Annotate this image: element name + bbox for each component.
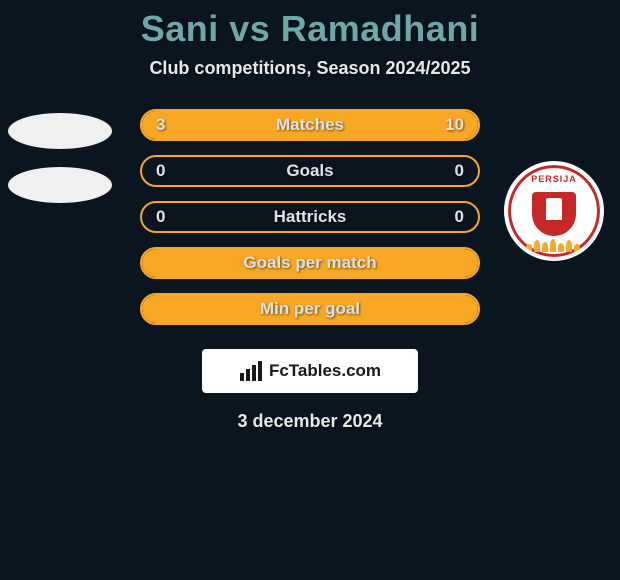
club-placeholder [8, 167, 112, 203]
club-badge: PERSIJA [504, 161, 604, 261]
club-badge-monument-icon [546, 198, 562, 220]
club-badge-shield [532, 192, 576, 236]
stat-row: 00Hattricks [140, 201, 480, 233]
stat-rows: 310Matches 00Goals 00Hattricks Goals per ma… [140, 109, 480, 325]
avatar-placeholder [8, 113, 112, 149]
site-logo-text: FcTables.com [269, 361, 381, 381]
comparison-card: Sani vs Ramadhani Club competitions, Sea… [0, 0, 620, 432]
stat-row: Min per goal [140, 293, 480, 325]
club-badge-inner: PERSIJA [508, 165, 600, 257]
page-title: Sani vs Ramadhani [0, 8, 620, 50]
club-badge-flames-icon [524, 238, 584, 252]
stat-row: 00Goals [140, 155, 480, 187]
stat-label: Min per goal [142, 299, 478, 319]
stat-label: Goals [142, 161, 478, 181]
stats-area: PERSIJA 310Matches00Goals0 [0, 109, 620, 325]
stat-row: 310Matches [140, 109, 480, 141]
bar-chart-icon [239, 361, 263, 381]
date-text: 3 december 2024 [0, 411, 620, 432]
stat-label: Hattricks [142, 207, 478, 227]
subtitle: Club competitions, Season 2024/2025 [0, 58, 620, 79]
stat-label: Matches [142, 115, 478, 135]
club-badge-text: PERSIJA [531, 174, 577, 184]
stat-label: Goals per match [142, 253, 478, 273]
stat-row: Goals per match [140, 247, 480, 279]
player-left-avatar [8, 113, 112, 217]
player-right-club-badge: PERSIJA [504, 161, 616, 273]
site-logo: FcTables.com [202, 349, 418, 393]
